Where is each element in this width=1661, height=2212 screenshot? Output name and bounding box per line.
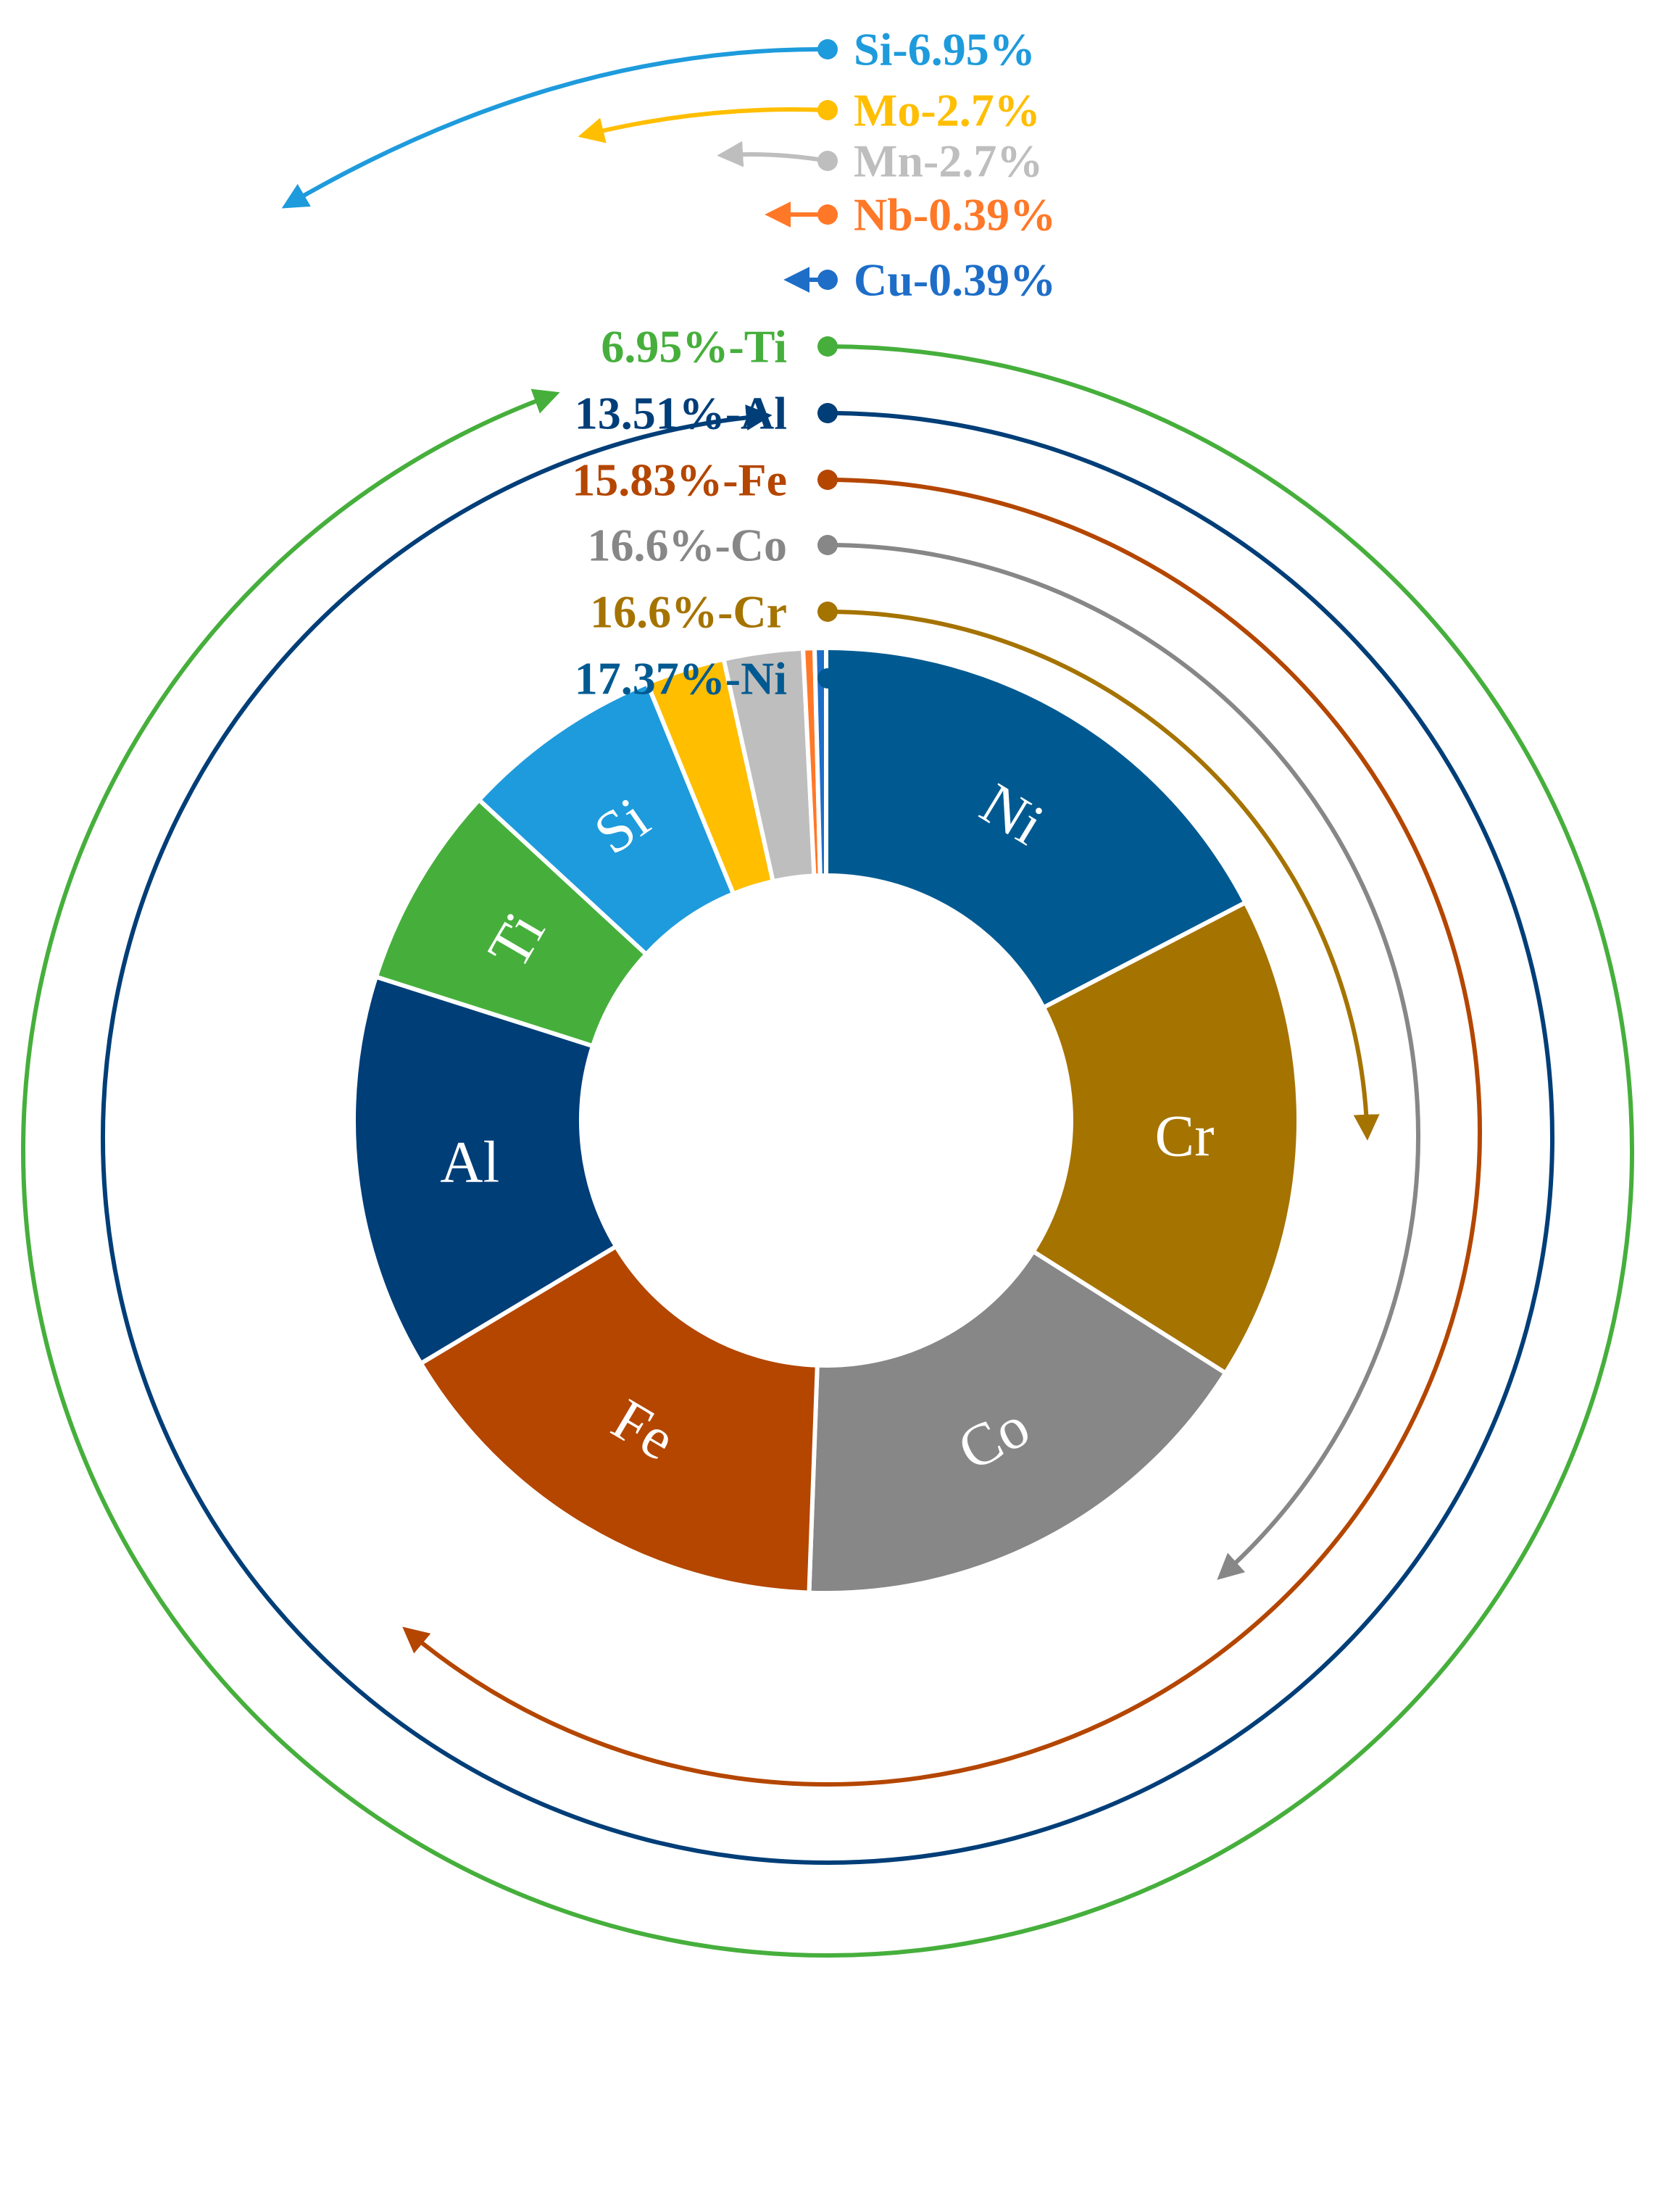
slice-fe	[417, 1243, 820, 1595]
slice-co	[807, 1248, 1229, 1595]
arrow-arc-mn	[717, 141, 828, 167]
legend-dot-nb	[817, 204, 838, 225]
arrow-arc-mo	[578, 107, 828, 144]
legend: 6.95%-Ti 13.51%-Al 15.83%-Fe 16.6%-Co 16.6%-…	[572, 24, 1056, 704]
legend-dot-cu	[817, 270, 838, 290]
donut-slices	[351, 645, 1301, 1595]
legend-dot-ti	[817, 336, 838, 357]
legend-dot-al	[817, 403, 838, 423]
legend-label-co: 16.6%-Co	[587, 520, 787, 571]
arrow-arc-fe	[402, 478, 1482, 1787]
legend-label-mo: Mo-2.7%	[854, 85, 1041, 136]
legend-dot-si	[817, 39, 838, 59]
legend-label-nb: Nb-0.39%	[854, 189, 1056, 241]
legend-dot-co	[817, 535, 838, 555]
slice-label-al: Al	[440, 1129, 499, 1195]
legend-dot-mo	[817, 100, 838, 120]
legend-dot-cr	[817, 602, 838, 622]
slice-ni	[824, 645, 1249, 1011]
legend-label-ni: 17.37%-Ni	[575, 653, 787, 704]
slice-cu	[812, 645, 828, 878]
legend-label-al: 13.51%-Al	[575, 388, 787, 439]
slice-label-cr: Cr	[1155, 1102, 1215, 1168]
legend-label-mn: Mn-2.7%	[854, 136, 1043, 187]
legend-label-cr: 16.6%-Cr	[590, 586, 787, 638]
arrow-arc-si	[281, 46, 828, 209]
slice-al	[351, 973, 620, 1367]
arrow-arcs	[21, 46, 1634, 1958]
legend-dot-fe	[817, 470, 838, 490]
legend-label-fe: 15.83%-Fe	[572, 454, 787, 506]
legend-label-cu: Cu-0.39%	[854, 254, 1056, 306]
legend-label-si: Si-6.95%	[854, 24, 1036, 75]
legend-dot-ni	[817, 668, 838, 689]
arrow-arc-al	[100, 404, 1554, 1865]
legend-dot-mn	[817, 151, 838, 171]
arrow-arc-co	[827, 543, 1420, 1580]
legend-label-ti: 6.95%-Ti	[601, 321, 787, 373]
slice-cr	[1030, 899, 1301, 1376]
arrow-arc-cr	[827, 610, 1380, 1141]
arrow-arc-ti	[21, 344, 1634, 1958]
